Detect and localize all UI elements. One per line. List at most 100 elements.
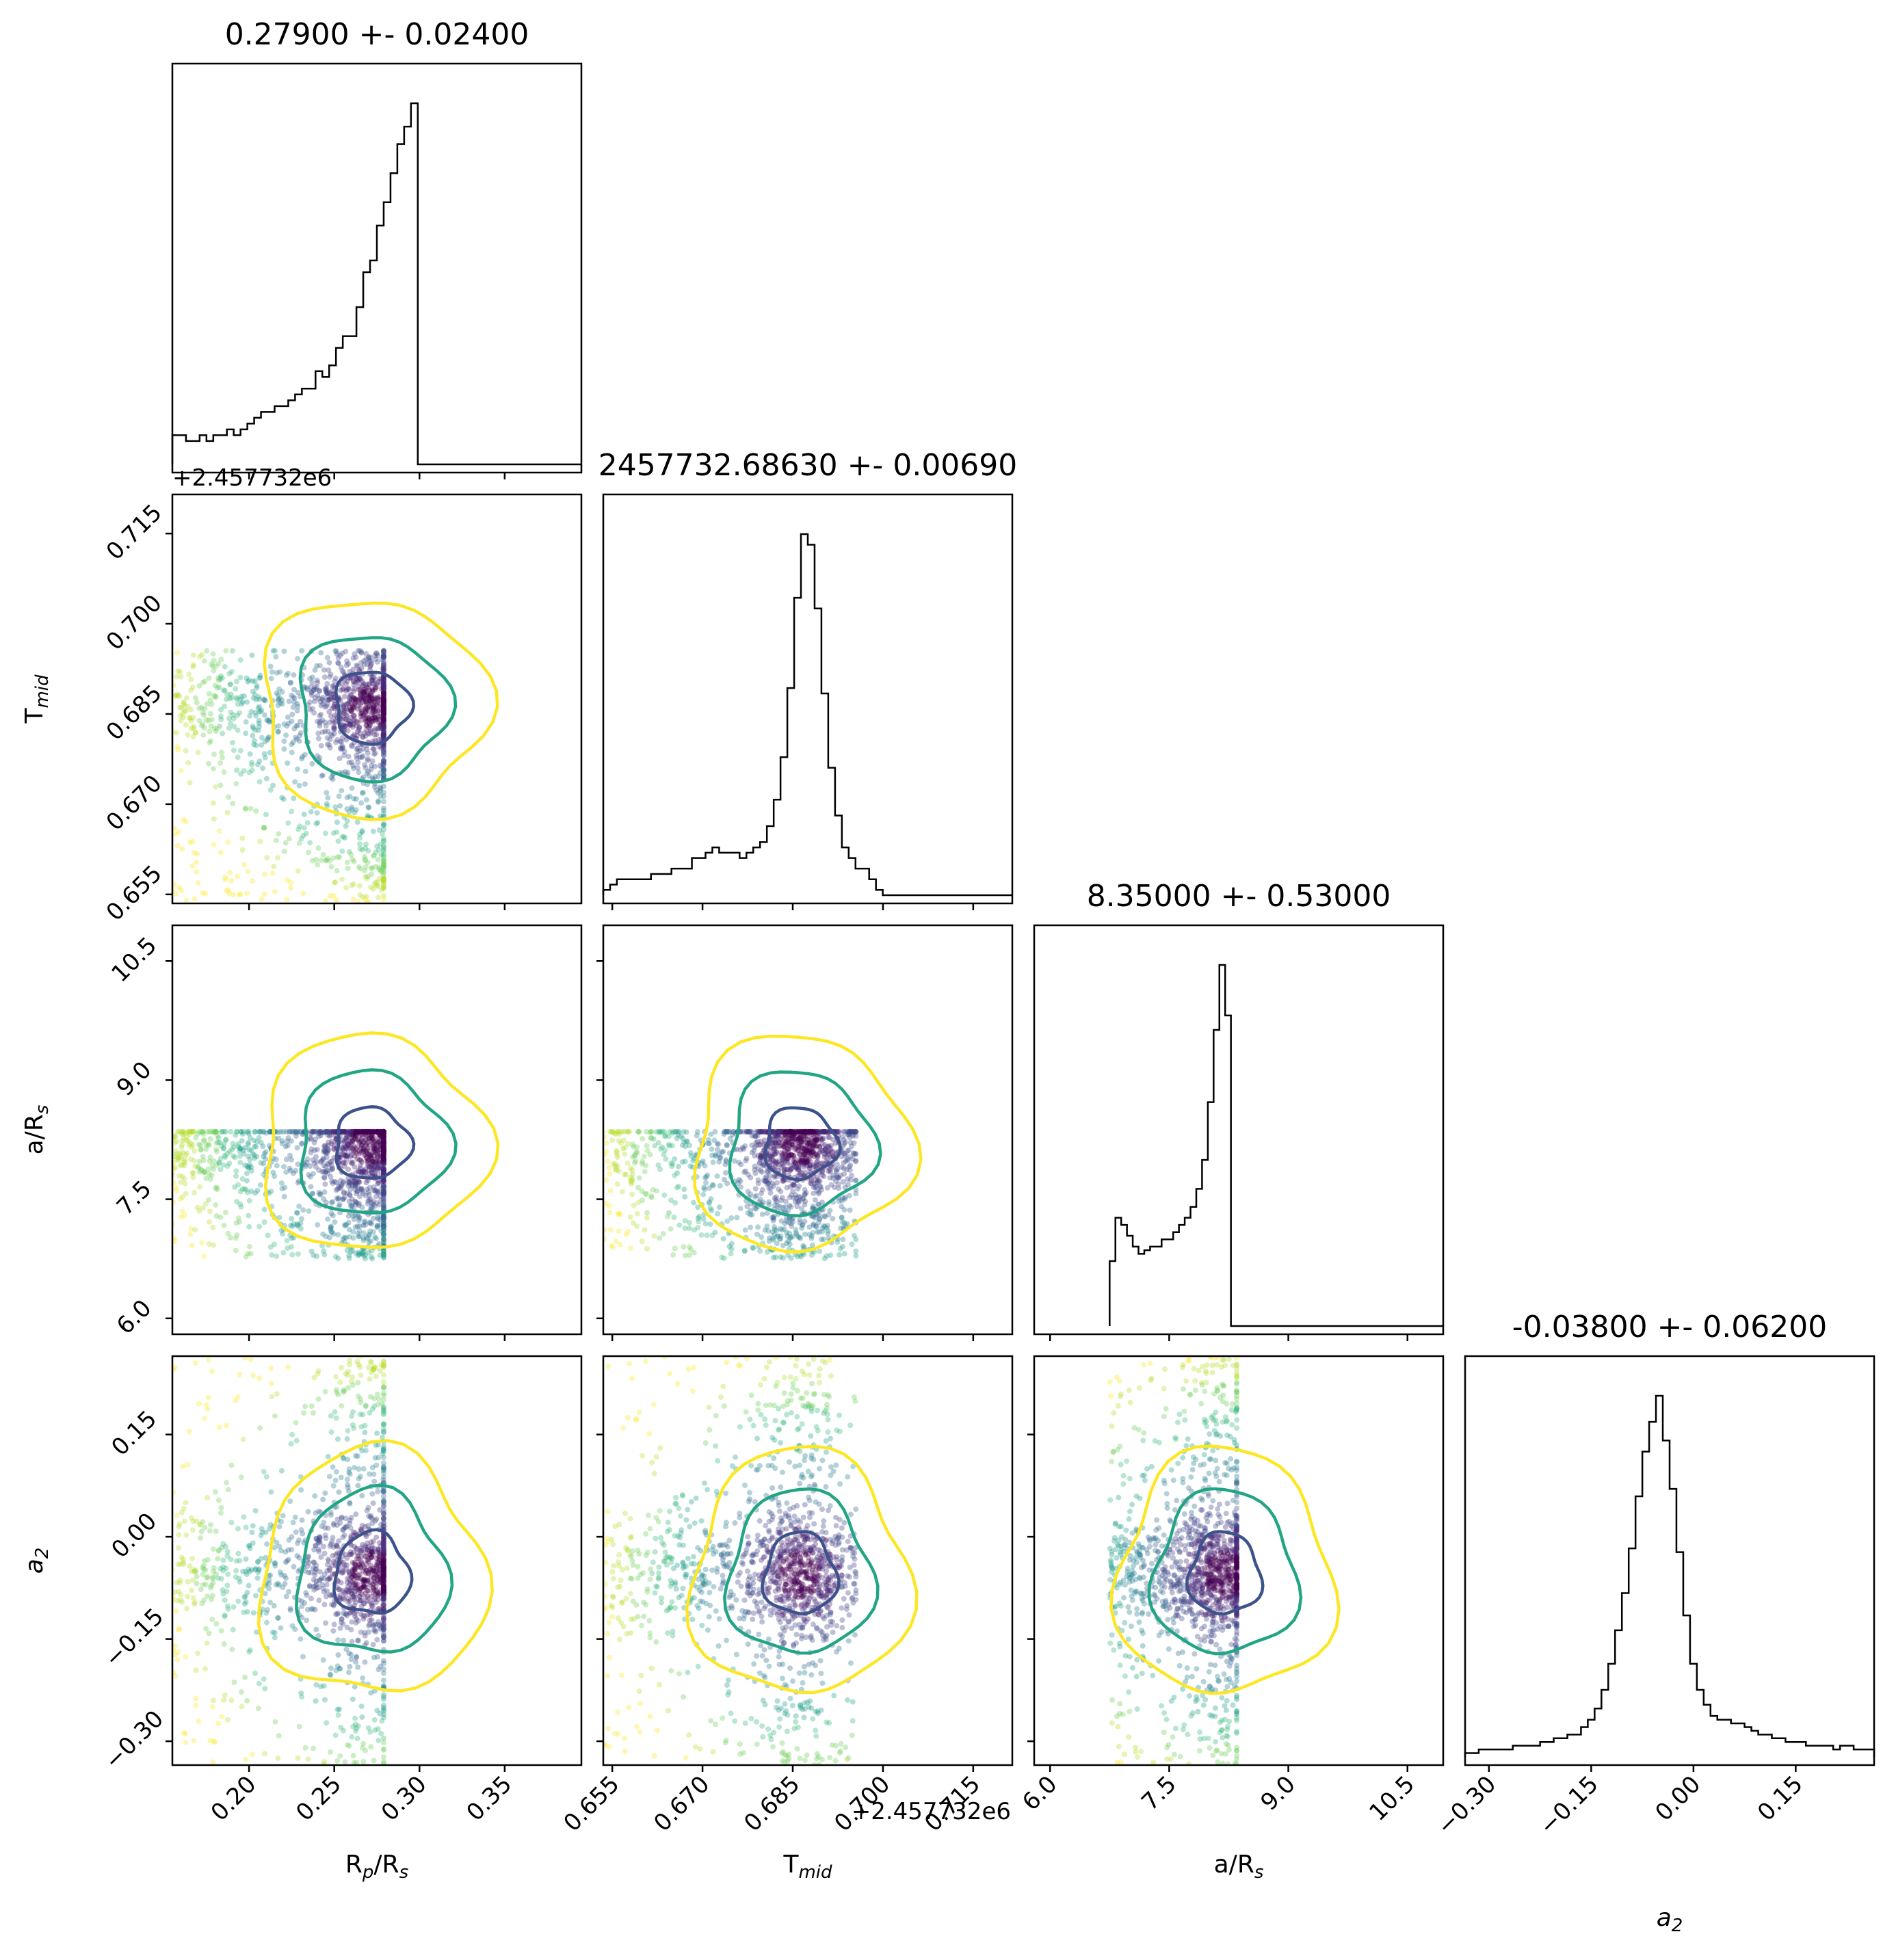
sample-point: [842, 1194, 848, 1200]
sample-point: [356, 675, 363, 681]
sample-point: [267, 787, 274, 793]
sample-point: [352, 679, 358, 685]
sample-point: [783, 1133, 789, 1139]
sample-point: [376, 773, 382, 780]
sample-point: [380, 864, 386, 870]
sample-point: [200, 1138, 207, 1144]
sample-point: [380, 1160, 386, 1166]
sample-point: [335, 660, 341, 666]
sample-point: [802, 1130, 808, 1136]
sample-point: [380, 1190, 386, 1196]
sample-point: [787, 1128, 793, 1135]
sample-point: [339, 735, 345, 741]
sample-point: [379, 1133, 385, 1139]
sample-point: [353, 796, 359, 802]
sample-point: [179, 1194, 185, 1200]
sample-point: [796, 1135, 802, 1141]
sample-point: [681, 1128, 687, 1135]
sample-point: [179, 1144, 185, 1150]
sample-point: [287, 1606, 293, 1612]
sample-point: [187, 839, 193, 845]
sample-point: [373, 864, 379, 870]
sample-point: [380, 1189, 386, 1195]
sample-point: [369, 775, 376, 781]
sample-point: [247, 1135, 253, 1141]
sample-point: [277, 695, 283, 701]
sample-point: [380, 708, 386, 715]
sample-point: [332, 678, 338, 685]
sample-point: [367, 1153, 373, 1159]
sample-point: [296, 1723, 302, 1730]
sample-point: [189, 1141, 196, 1148]
sample-point: [364, 700, 370, 706]
sample-point: [339, 745, 345, 751]
sample-point: [786, 1153, 792, 1159]
xlabel-a2: a2: [1657, 1904, 1683, 1936]
sample-point: [174, 1188, 180, 1194]
sample-point: [373, 879, 379, 886]
sample-point: [790, 1219, 796, 1225]
sample-point: [231, 724, 237, 730]
sample-point: [367, 1220, 373, 1226]
sample-point: [763, 1174, 769, 1180]
sample-point: [339, 1515, 345, 1521]
sample-point: [380, 1140, 386, 1146]
sample-point: [380, 1141, 386, 1147]
sample-point: [810, 1144, 816, 1150]
sample-point: [380, 730, 386, 737]
sample-point: [751, 1148, 757, 1154]
sample-point: [324, 741, 330, 747]
sample-point: [666, 1210, 672, 1216]
sample-point: [360, 1412, 366, 1418]
sample-point: [833, 1169, 839, 1175]
sample-point: [380, 877, 386, 883]
sample-point: [239, 1704, 245, 1710]
sample-point: [207, 1154, 213, 1161]
sample-point: [374, 879, 380, 886]
sample-point: [323, 1233, 329, 1239]
sample-point: [380, 1128, 386, 1135]
sample-point: [808, 1152, 814, 1158]
sample-point: [346, 1128, 352, 1135]
sample-point: [815, 1128, 821, 1135]
sample-point: [366, 1164, 372, 1170]
sample-point: [802, 1128, 808, 1135]
sample-point: [658, 1146, 664, 1152]
sample-point: [363, 718, 369, 724]
sample-point: [176, 1173, 183, 1179]
sample-point: [376, 678, 382, 685]
sample-point: [226, 890, 232, 897]
sample-point: [380, 1135, 386, 1141]
sample-point: [775, 1131, 781, 1137]
sample-point: [286, 836, 292, 842]
sample-point: [358, 649, 365, 655]
sample-point: [736, 1176, 742, 1182]
sample-point: [379, 1130, 385, 1136]
sample-point: [734, 1215, 740, 1221]
sample-point: [345, 1372, 351, 1378]
sample-point: [380, 1128, 386, 1135]
sample-point: [380, 1570, 386, 1576]
sample-point: [269, 669, 275, 675]
sample-point: [318, 711, 324, 717]
sample-point: [350, 655, 356, 661]
sample-point: [248, 1188, 254, 1194]
sample-point: [818, 1236, 824, 1243]
contour-line: [763, 1106, 842, 1182]
sample-point: [357, 730, 363, 737]
sample-point: [360, 1578, 366, 1585]
sample-point: [380, 682, 386, 688]
sample-point: [380, 1183, 386, 1189]
sample-point: [188, 718, 194, 724]
sample-point: [250, 725, 256, 731]
sample-point: [363, 706, 369, 712]
sample-point: [196, 683, 202, 689]
sample-point: [629, 1177, 635, 1183]
sample-point: [852, 1128, 858, 1135]
sample-point: [644, 1148, 650, 1154]
sample-point: [628, 1181, 634, 1187]
sample-point: [321, 1169, 327, 1175]
sample-point: [323, 857, 329, 863]
sample-point: [290, 739, 296, 745]
sample-point: [376, 1554, 382, 1560]
